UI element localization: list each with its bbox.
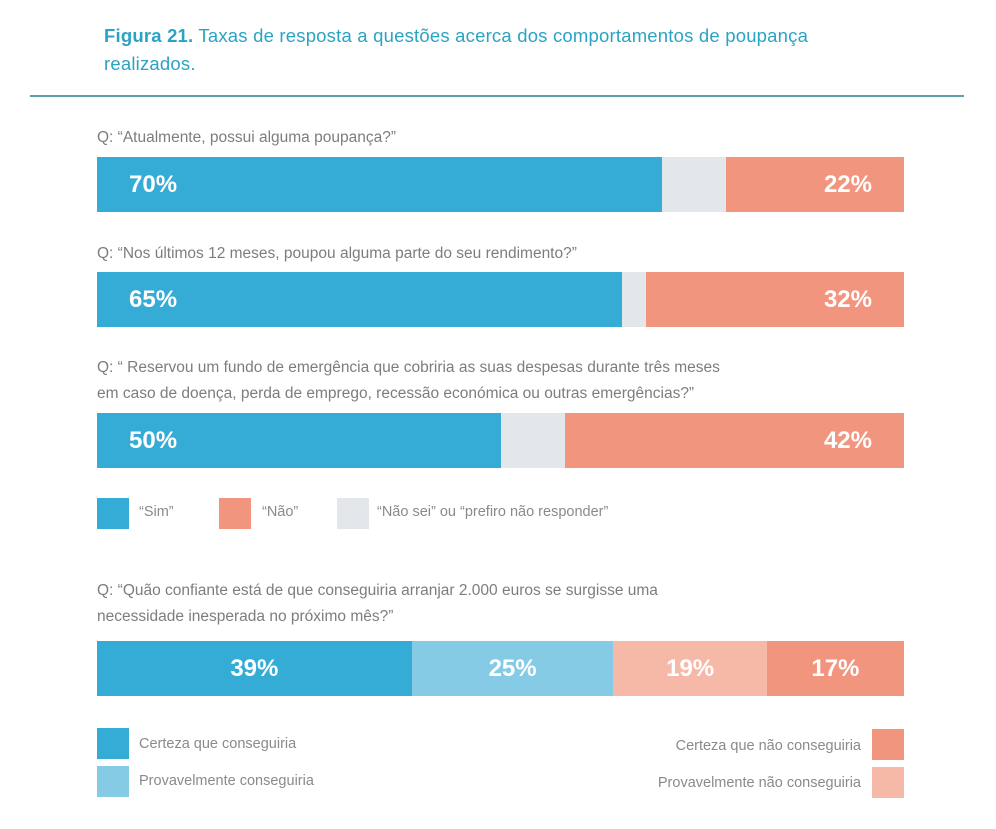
question-1-line-1: Q: “Atualmente, possui alguma poupança?” <box>97 129 396 146</box>
bar-data-label: 25% <box>488 655 537 682</box>
bar-segment-1 <box>97 272 622 327</box>
bar-saved-income: 65% 32% <box>97 272 904 327</box>
title-divider <box>30 95 964 97</box>
legend-swatch-provavel-nao <box>872 767 904 798</box>
legend-label-certeza-nao: Certeza que não conseguiria <box>675 738 861 754</box>
figure-title: Figura 21. Taxas de resposta a questões … <box>104 22 864 78</box>
bar-data-label: 32% <box>823 286 872 313</box>
question-4: Q: “Quão confiante está de que conseguir… <box>97 578 877 630</box>
legend-label-provavel-sim: Provavelmente conseguiria <box>139 773 314 789</box>
bar-segment-4 <box>766 641 904 696</box>
bar-savings: 70% 22% <box>97 157 904 212</box>
bar-data-label: 19% <box>666 655 715 682</box>
bar-confidence-2000: 39% 25% 19% 17% <box>97 641 904 696</box>
bar-data-label: 17% <box>811 655 860 682</box>
bar-segment-2 <box>411 641 614 696</box>
figure-caption: Taxas de resposta a questões acerca dos … <box>104 25 809 74</box>
legend-label-sim: “Sim” <box>139 504 174 520</box>
question-3: Q: “ Reservou um fundo de emergência que… <box>97 355 877 407</box>
bar-segment-3 <box>613 641 767 696</box>
bar-segment-2 <box>661 157 727 212</box>
bar-data-label: 22% <box>823 171 872 198</box>
question-4-line-2: necessidade inesperada no próximo mês?” <box>97 608 394 625</box>
question-1: Q: “Atualmente, possui alguma poupança?” <box>97 125 877 151</box>
legend-swatch-nao-sei <box>337 498 369 529</box>
question-3-line-2: em caso de doença, perda de emprego, rec… <box>97 385 695 402</box>
question-4-line-1: Q: “Quão confiante está de que conseguir… <box>97 582 658 599</box>
legend-swatch-nao <box>219 498 251 529</box>
legend-label-certeza-sim: Certeza que conseguiria <box>139 736 297 752</box>
bar-data-label: 42% <box>823 427 872 454</box>
bar-segment-1 <box>97 641 412 696</box>
legend-label-provavel-nao: Provavelmente não conseguiria <box>657 775 861 791</box>
bar-data-label: 39% <box>230 655 279 682</box>
bar-data-label: 70% <box>129 171 178 198</box>
legend-label-nao: “Não” <box>262 504 299 520</box>
bar-segment-3 <box>565 413 904 468</box>
bar-emergency-fund: 50% 42% <box>97 413 904 468</box>
legend-swatch-certeza-nao <box>872 729 904 760</box>
question-2-line-1: Q: “Nos últimos 12 meses, poupou alguma … <box>97 245 577 262</box>
bar-segment-3 <box>726 157 904 212</box>
legend-swatch-certeza-sim <box>97 728 129 759</box>
question-2: Q: “Nos últimos 12 meses, poupou alguma … <box>97 241 877 267</box>
bar-segment-2 <box>500 413 566 468</box>
bar-segment-1 <box>97 413 501 468</box>
legend-label-nao-sei: “Não sei” ou “prefiro não responder” <box>377 504 609 520</box>
bar-segment-1 <box>97 157 662 212</box>
bar-segment-3 <box>645 272 904 327</box>
question-3-line-1: Q: “ Reservou um fundo de emergência que… <box>97 359 720 376</box>
bar-segment-2 <box>621 272 646 327</box>
legend-swatch-provavel-sim <box>97 766 129 797</box>
bar-data-label: 65% <box>129 286 178 313</box>
bar-data-label: 50% <box>129 427 178 454</box>
legend-swatch-sim <box>97 498 129 529</box>
figure-label: Figura 21. <box>104 25 194 46</box>
